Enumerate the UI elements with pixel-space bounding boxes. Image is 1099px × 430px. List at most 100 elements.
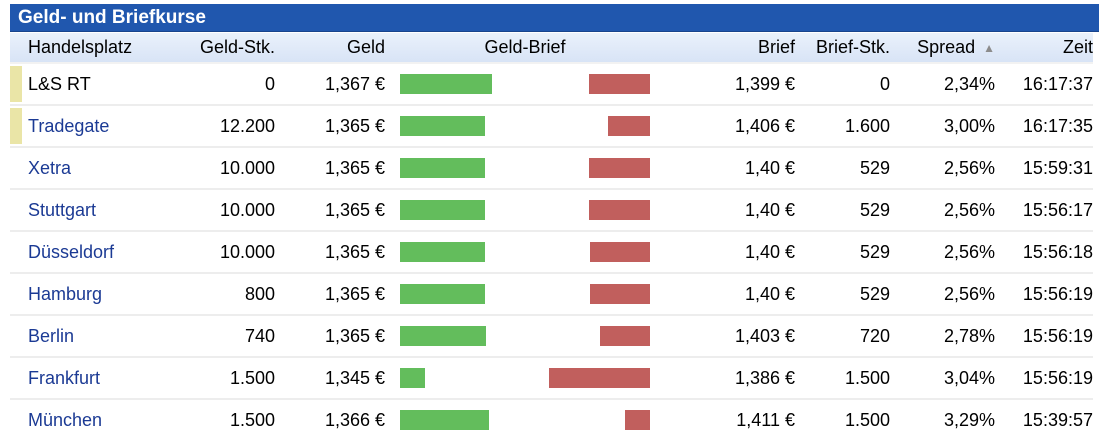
ask-size-cell: 529 [859,199,890,220]
bid-bar [400,284,485,304]
panel-title-bar: Geld- und Briefkurse [10,4,1099,32]
venue-link[interactable]: München [28,409,103,430]
time-cell: 16:17:37 [1022,73,1093,94]
spread-cell: 2,34% [943,73,995,94]
bid-size-cell: 10.000 [219,157,275,178]
time-cell: 15:56:19 [1022,283,1093,304]
panel-title: Geld- und Briefkurse [18,6,206,28]
venue-cell: Stuttgart [10,190,170,230]
realtime-marker [10,108,22,144]
realtime-marker [10,66,22,102]
venue-link[interactable]: Stuttgart [28,199,97,220]
column-header-venue[interactable]: Handelsplatz [28,37,133,57]
column-header-bid-ask[interactable]: Geld-Brief [484,37,566,57]
spread-cell: 3,29% [943,409,995,430]
bid-bar [400,200,485,220]
ask-size-cell: 529 [859,241,890,262]
column-header-spread-label: Spread [917,37,976,57]
column-header-bid[interactable]: Geld [346,37,385,57]
ask-bar [625,410,650,430]
venue-link[interactable]: Frankfurt [28,367,101,388]
bid-ask-table: Handelsplatz Geld-Stk. Geld Geld-Brief B… [10,33,1093,430]
venue-cell: L&S RT [10,64,170,104]
ask-size-cell: 529 [859,157,890,178]
bid-price-cell: 1,365 € [324,157,385,178]
bid-ask-bar-cell [385,74,665,94]
time-cell: 15:59:31 [1022,157,1093,178]
venue-cell: Hamburg [10,274,170,314]
bid-bar [400,74,492,94]
venue-link[interactable]: Düsseldorf [28,241,115,262]
ask-bar [589,158,650,178]
column-header-time[interactable]: Zeit [1062,37,1093,57]
bid-size-cell: 10.000 [219,199,275,220]
bid-bar [400,410,489,430]
bid-size-cell: 1.500 [229,409,275,430]
bid-ask-bar-cell [385,200,665,220]
bid-ask-bar-zone [400,116,650,136]
venue-cell: München [10,400,170,430]
spread-cell: 2,56% [943,199,995,220]
ask-bar [549,368,650,388]
ask-price-cell: 1,399 € [734,73,795,94]
ask-price-cell: 1,406 € [734,115,795,136]
bid-size-cell: 800 [244,283,275,304]
bid-size-cell: 740 [244,325,275,346]
bid-bar [400,368,425,388]
bid-bar [400,242,485,262]
venue-cell: Xetra [10,148,170,188]
ask-size-cell: 1.500 [844,367,890,388]
spread-cell: 3,00% [943,115,995,136]
venue-link[interactable]: Tradegate [28,115,110,136]
bid-price-cell: 1,365 € [324,283,385,304]
table-row: Tradegate 12.200 1,365 € 1,406 € 1.600 3… [10,106,1093,148]
venue-link: L&S RT [28,73,91,94]
spread-cell: 2,56% [943,283,995,304]
ask-size-cell: 0 [879,73,890,94]
ask-price-cell: 1,40 € [744,199,795,220]
time-cell: 15:56:19 [1022,367,1093,388]
venue-link[interactable]: Xetra [28,157,72,178]
bid-price-cell: 1,367 € [324,73,385,94]
time-cell: 15:56:18 [1022,241,1093,262]
time-cell: 15:56:17 [1022,199,1093,220]
bid-size-cell: 10.000 [219,241,275,262]
table-row: Xetra 10.000 1,365 € 1,40 € 529 2,56% 15… [10,148,1093,190]
time-cell: 16:17:35 [1022,115,1093,136]
column-header-spread[interactable]: Spread ▲ [890,37,995,58]
ask-price-cell: 1,386 € [734,367,795,388]
bid-ask-bar-cell [385,410,665,430]
table-row: München 1.500 1,366 € 1,411 € 1.500 3,29… [10,400,1093,430]
bid-ask-bar-cell [385,326,665,346]
bid-ask-bar-cell [385,284,665,304]
table-row: Hamburg 800 1,365 € 1,40 € 529 2,56% 15:… [10,274,1093,316]
spread-cell: 2,56% [943,241,995,262]
bid-price-cell: 1,345 € [324,367,385,388]
ask-price-cell: 1,40 € [744,241,795,262]
sort-ascending-icon: ▲ [983,40,995,55]
column-header-bid-size[interactable]: Geld-Stk. [199,37,275,57]
ask-price-cell: 1,403 € [734,325,795,346]
bid-price-cell: 1,365 € [324,241,385,262]
bid-size-cell: 1.500 [229,367,275,388]
spread-cell: 3,04% [943,367,995,388]
ask-bar [589,200,650,220]
column-header-ask-size[interactable]: Brief-Stk. [815,37,890,57]
ask-bar [590,242,650,262]
bid-ask-bar-zone [400,410,650,430]
time-cell: 15:56:19 [1022,325,1093,346]
spread-cell: 2,56% [943,157,995,178]
table-body: L&S RT 0 1,367 € 1,399 € 0 2,34% 16:17:3… [10,64,1093,430]
bid-ask-bar-cell [385,116,665,136]
bid-ask-bar-cell [385,158,665,178]
ask-size-cell: 720 [859,325,890,346]
column-header-ask[interactable]: Brief [757,37,795,57]
bid-price-cell: 1,365 € [324,115,385,136]
venue-link[interactable]: Berlin [28,325,75,346]
venue-cell: Berlin [10,316,170,356]
venue-cell: Tradegate [10,106,170,146]
venue-link[interactable]: Hamburg [28,283,103,304]
ask-bar [600,326,650,346]
table-row: L&S RT 0 1,367 € 1,399 € 0 2,34% 16:17:3… [10,64,1093,106]
